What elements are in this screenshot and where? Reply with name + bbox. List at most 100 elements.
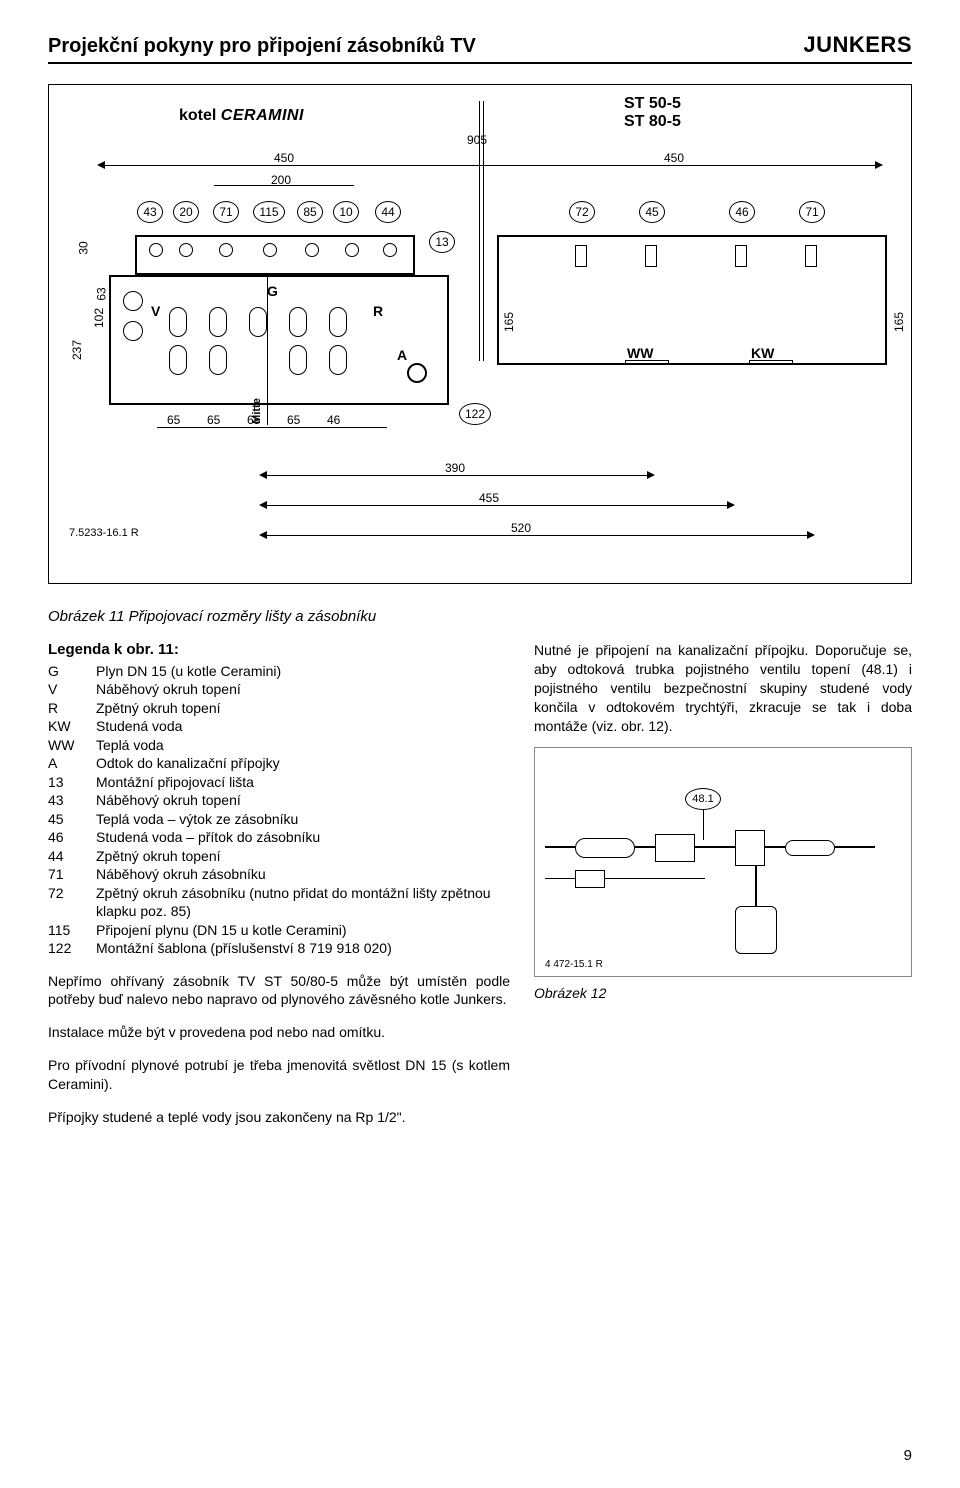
legend-key: 13 [48, 773, 96, 791]
legend-value: Náběhový okruh topení [96, 791, 510, 809]
bubble-43: 43 [137, 201, 163, 223]
legend-value: Studená voda [96, 717, 510, 735]
figure-12-caption: Obrázek 12 [534, 985, 912, 1001]
legend-value: Zpětný okruh topení [96, 699, 510, 717]
diagram-figure-11: kotel CERAMINI ST 50-5 ST 80-5 905 450 4… [48, 84, 912, 584]
diagram-ref: 7.5233-16.1 R [69, 527, 139, 539]
legend-value: Připojení plynu (DN 15 u kotle Ceramini) [96, 921, 510, 939]
legend-key: 72 [48, 884, 96, 921]
dim-237: 237 [70, 340, 84, 360]
legend-row: 122Montážní šablona (příslušenství 8 719… [48, 939, 510, 957]
legend-row: 71Náběhový okruh zásobníku [48, 865, 510, 883]
dim-455: 455 [479, 491, 499, 505]
bubble-85: 85 [297, 201, 323, 223]
legend-key: 115 [48, 921, 96, 939]
legend-row: WWTeplá voda [48, 736, 510, 754]
dim-65d: 65 [287, 413, 300, 427]
bubble-10: 10 [333, 201, 359, 223]
legend-key: 43 [48, 791, 96, 809]
dim-450b: 450 [664, 151, 684, 165]
kotel-label: kotel CERAMINI [179, 107, 304, 125]
header-title: Projekční pokyny pro připojení zásobníků… [48, 35, 476, 58]
legend-value: Montážní připojovací lišta [96, 773, 510, 791]
legend-key: G [48, 662, 96, 680]
legend-value: Teplá voda [96, 736, 510, 754]
legend-value: Teplá voda – výtok ze zásobníku [96, 810, 510, 828]
legend-value: Plyn DN 15 (u kotle Ceramini) [96, 662, 510, 680]
legend-value: Náběhový okruh topení [96, 680, 510, 698]
figure-12-ref: 4 472-15.1 R [545, 959, 603, 970]
right-column: Nutné je připojení na kanalizační přípoj… [534, 641, 912, 1127]
legend-key: 44 [48, 847, 96, 865]
legend-title: Legenda k obr. 11: [48, 641, 510, 658]
legend-value: Montážní šablona (příslušenství 8 719 91… [96, 939, 510, 957]
legend-key: WW [48, 736, 96, 754]
legend-row: 44Zpětný okruh topení [48, 847, 510, 865]
dim-30: 30 [77, 241, 91, 254]
page-number: 9 [904, 1447, 912, 1464]
dim-line-450 [105, 165, 875, 166]
dim-65a: 65 [167, 413, 180, 427]
legend-row: 13Montážní připojovací lišta [48, 773, 510, 791]
two-column-content: Legenda k obr. 11: GPlyn DN 15 (u kotle … [48, 641, 912, 1127]
bubble-46: 46 [729, 201, 755, 223]
legend-row: 45Teplá voda – výtok ze zásobníku [48, 810, 510, 828]
boiler-body [135, 235, 415, 275]
dim-450a: 450 [274, 151, 294, 165]
legend-key: 71 [48, 865, 96, 883]
legend-key: R [48, 699, 96, 717]
para-2: Instalace může být v provedena pod nebo … [48, 1023, 510, 1042]
page-header: Projekční pokyny pro připojení zásobníků… [48, 32, 912, 64]
legend-row: 115Připojení plynu (DN 15 u kotle Cerami… [48, 921, 510, 939]
label-WW: WW [627, 345, 653, 361]
legend-row: VNáběhový okruh topení [48, 680, 510, 698]
legend-row: AOdtok do kanalizační přípojky [48, 754, 510, 772]
dim-65c: 65 [247, 413, 260, 427]
legend-value: Studená voda – přítok do zásobníku [96, 828, 510, 846]
para-4: Přípojky studené a teplé vody jsou zakon… [48, 1108, 510, 1127]
bubble-115: 115 [253, 201, 285, 223]
legend-row: 72Zpětný okruh zásobníku (nutno přidat d… [48, 884, 510, 921]
right-para: Nutné je připojení na kanalizační přípoj… [534, 641, 912, 735]
label-G: G [267, 283, 278, 299]
label-R: R [373, 303, 383, 319]
legend-list: GPlyn DN 15 (u kotle Ceramini)VNáběhový … [48, 662, 510, 958]
bubble-72: 72 [569, 201, 595, 223]
legend-row: 43Náběhový okruh topení [48, 791, 510, 809]
legend-value: Odtok do kanalizační přípojky [96, 754, 510, 772]
dim-102: 102 [92, 308, 106, 328]
legend-value: Zpětný okruh topení [96, 847, 510, 865]
bubble-45: 45 [639, 201, 665, 223]
bubble-13: 13 [429, 231, 455, 253]
dim-165a: 165 [502, 312, 516, 332]
legend-key: 122 [48, 939, 96, 957]
bubble-71b: 71 [799, 201, 825, 223]
figure-11-caption: Obrázek 11 Připojovací rozměry lišty a z… [48, 608, 912, 625]
legend-key: KW [48, 717, 96, 735]
bubble-71a: 71 [213, 201, 239, 223]
tank-body [497, 235, 887, 365]
legend-row: KWStudená voda [48, 717, 510, 735]
bubble-122: 122 [459, 403, 491, 425]
dim-520: 520 [511, 521, 531, 535]
dim-65b: 65 [207, 413, 220, 427]
legend-value: Náběhový okruh zásobníku [96, 865, 510, 883]
dim-390: 390 [445, 461, 465, 475]
para-3: Pro přívodní plynové potrubí je třeba jm… [48, 1056, 510, 1094]
figure-12-box: 48.1 4 472-15.1 R [534, 747, 912, 977]
label-A: A [397, 347, 407, 363]
dim-63: 63 [95, 287, 109, 300]
legend-key: A [48, 754, 96, 772]
label-KW: KW [751, 345, 774, 361]
legend-row: 46Studená voda – přítok do zásobníku [48, 828, 510, 846]
dim-200: 200 [271, 173, 291, 187]
legend-key: 46 [48, 828, 96, 846]
mounting-plate [109, 275, 449, 405]
legend-row: RZpětný okruh topení [48, 699, 510, 717]
para-1: Nepřímo ohřívaný zásobník TV ST 50/80-5 … [48, 972, 510, 1010]
dim-46: 46 [327, 413, 340, 427]
left-column: Legenda k obr. 11: GPlyn DN 15 (u kotle … [48, 641, 510, 1127]
header-brand: JUNKERS [803, 32, 912, 58]
legend-value: Zpětný okruh zásobníku (nutno přidat do … [96, 884, 510, 921]
bubble-44: 44 [375, 201, 401, 223]
